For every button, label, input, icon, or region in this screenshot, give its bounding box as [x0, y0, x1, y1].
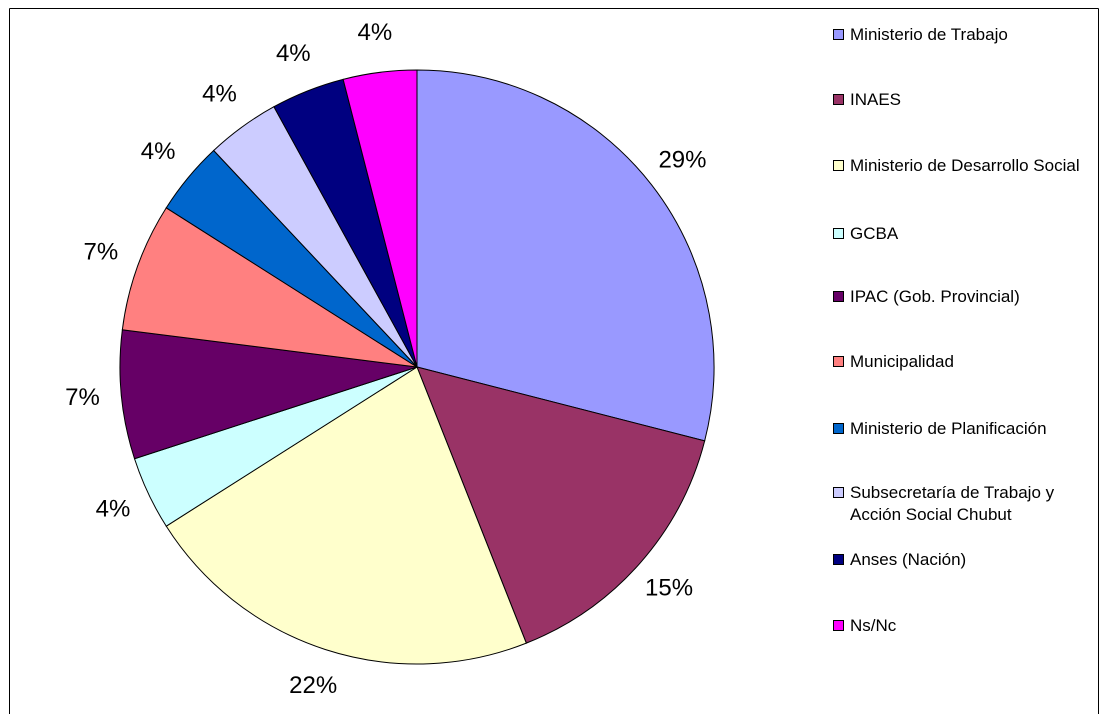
- legend-label: Ministerio de Planificación: [850, 419, 1047, 438]
- slice-label: 7%: [65, 384, 100, 411]
- legend-label: INAES: [850, 90, 902, 109]
- slice-label: 4%: [276, 40, 311, 67]
- legend-label: Municipalidad: [850, 352, 954, 371]
- legend-swatch: [833, 228, 844, 239]
- legend-label: GCBA: [850, 224, 899, 243]
- legend-item: Ministerio de Trabajo: [833, 24, 1103, 46]
- slice-label: 4%: [141, 138, 176, 165]
- pie-slice: [416, 366, 706, 644]
- legend-label: Subsecretaría de Trabajo y Acción Social…: [850, 483, 1055, 524]
- slice-label: 4%: [358, 19, 393, 46]
- legend-swatch: [833, 620, 844, 631]
- legend-swatch: [833, 94, 844, 105]
- slice-label: 7%: [84, 239, 119, 266]
- legend-label: Ministerio de Trabajo: [850, 25, 1008, 44]
- legend-swatch: [833, 291, 844, 302]
- pie-slice: [416, 69, 715, 442]
- legend-label: Ns/Nc: [850, 616, 897, 635]
- legend-swatch: [833, 423, 844, 434]
- legend-item: Ns/Nc: [833, 615, 1103, 637]
- pie-slice: [121, 207, 418, 368]
- slice-label: 29%: [658, 146, 706, 173]
- legend-item: Subsecretaría de Trabajo y Acción Social…: [833, 482, 1103, 526]
- legend-swatch: [833, 160, 844, 171]
- pie-slice: [342, 69, 418, 368]
- legend-swatch: [833, 487, 844, 498]
- legend-swatch: [833, 29, 844, 40]
- slice-label: 4%: [96, 495, 131, 522]
- legend-item: Ministerio de Planificación: [833, 418, 1103, 440]
- legend-item: INAES: [833, 89, 1103, 111]
- pie: [119, 69, 715, 665]
- legend-item: Ministerio de Desarrollo Social: [833, 155, 1103, 177]
- pie-slice: [119, 329, 418, 460]
- legend-swatch: [833, 356, 844, 367]
- slice-label: 4%: [202, 81, 237, 108]
- pie-slice: [165, 366, 527, 665]
- legend-swatch: [833, 554, 844, 565]
- slice-label: 22%: [289, 672, 337, 699]
- legend-label: Anses (Nación): [850, 550, 967, 569]
- legend-item: Municipalidad: [833, 351, 1103, 373]
- legend-label: Ministerio de Desarrollo Social: [850, 156, 1080, 175]
- legend-label: IPAC (Gob. Provincial): [850, 287, 1020, 306]
- legend-item: IPAC (Gob. Provincial): [833, 286, 1103, 308]
- legend-item: GCBA: [833, 223, 1103, 245]
- slice-label: 15%: [645, 575, 693, 602]
- legend-item: Anses (Nación): [833, 549, 1103, 571]
